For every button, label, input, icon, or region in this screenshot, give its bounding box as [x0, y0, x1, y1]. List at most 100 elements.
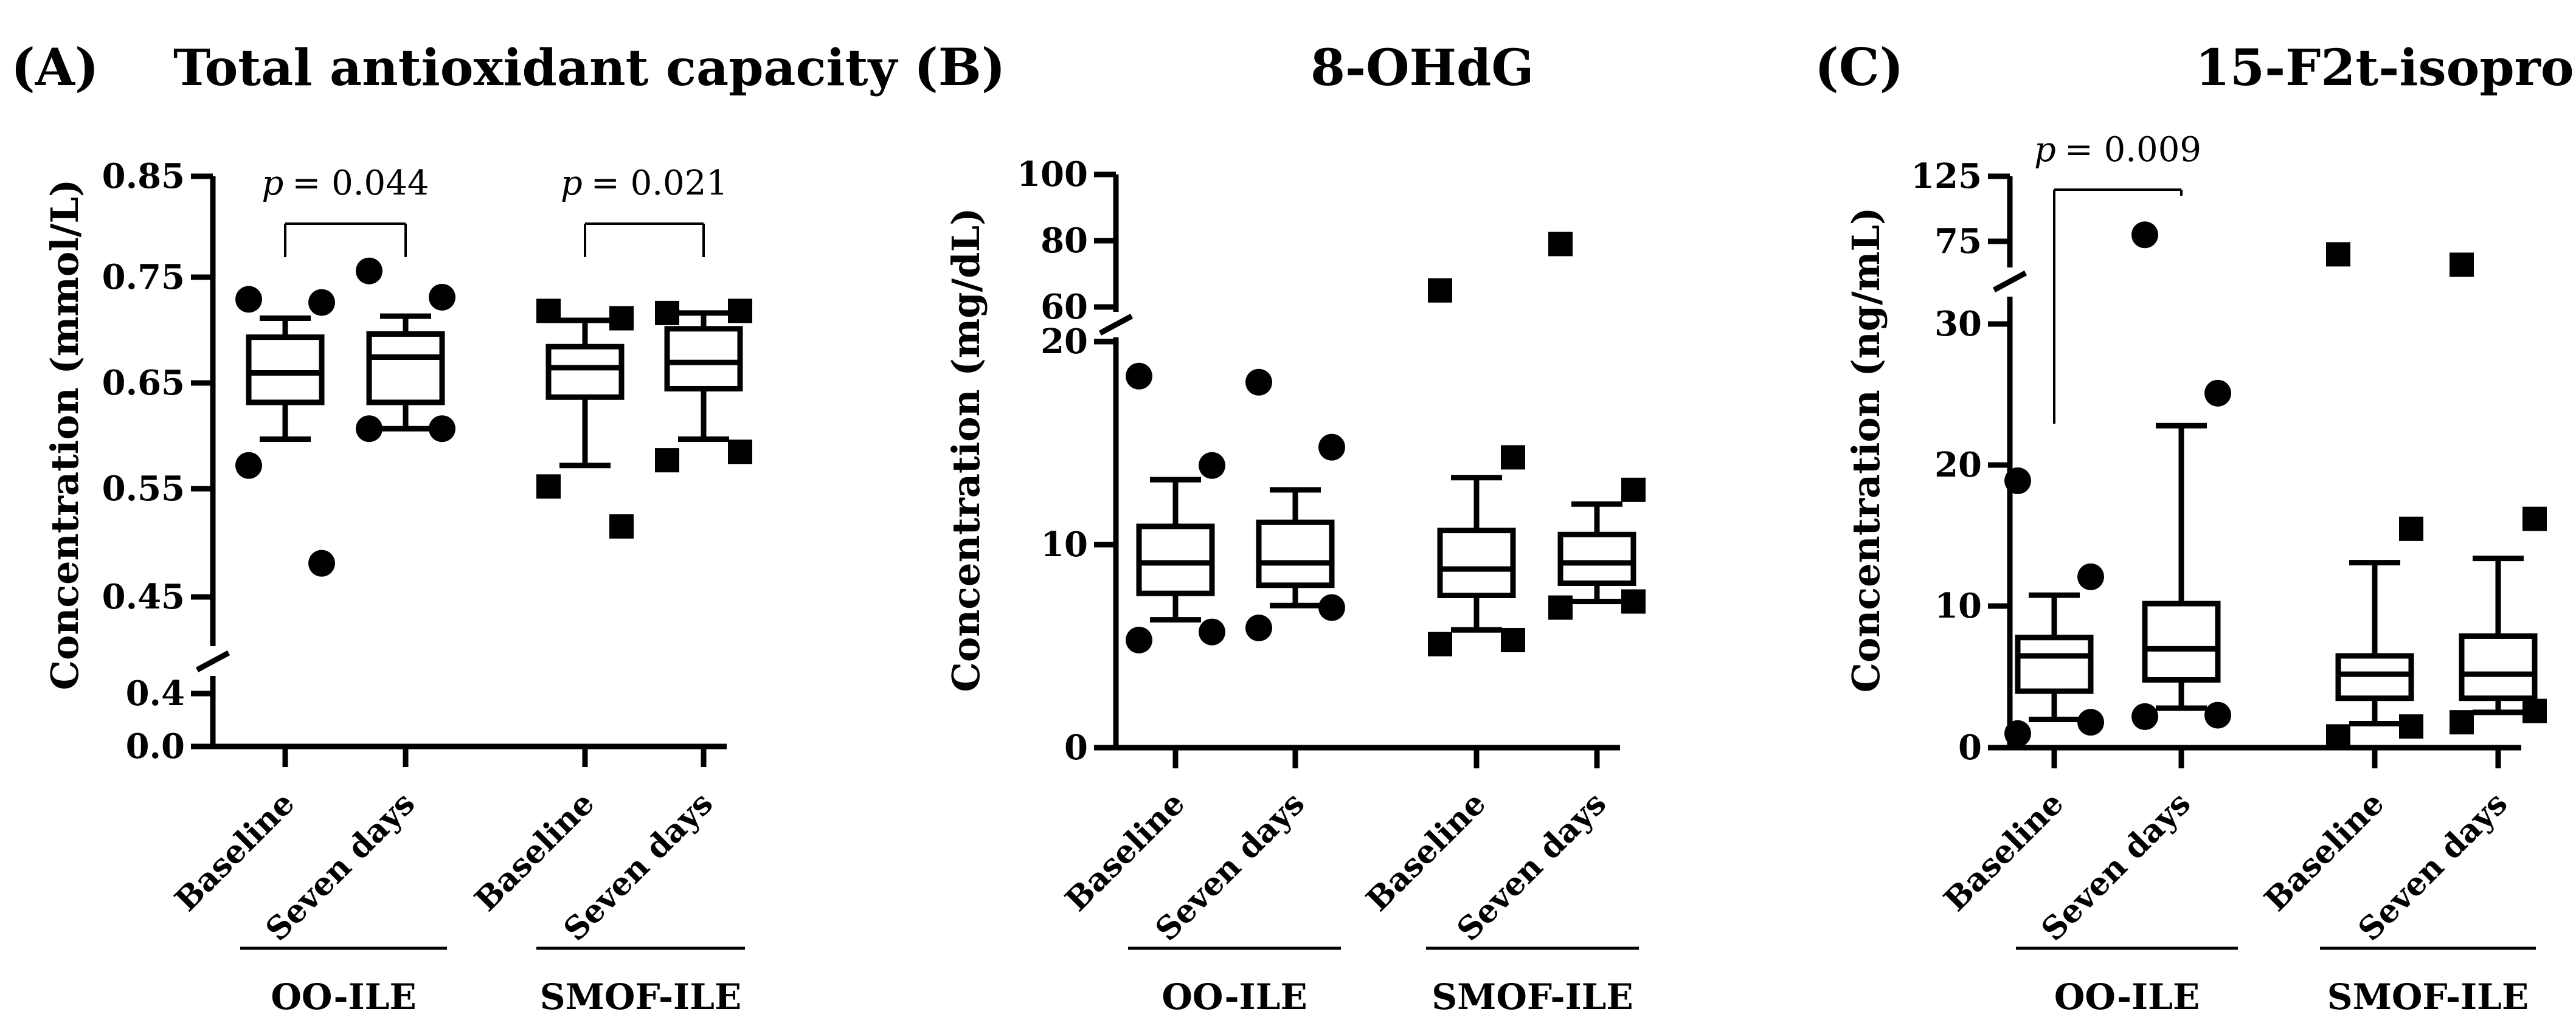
outlier-point [609, 306, 634, 331]
y-tick-label: 0.85 [102, 156, 185, 196]
outlier-point [2450, 710, 2474, 735]
panel-label: (C) [1815, 37, 1903, 97]
outlier-point [1428, 278, 1452, 303]
y-tick-label: 125 [1911, 156, 1982, 196]
outlier-point [1245, 368, 1272, 396]
group-label: SMOF-ILE [2327, 976, 2529, 1018]
outlier-point [2004, 467, 2031, 494]
x-category-label: Baseline [1937, 785, 2071, 918]
outlier-point [308, 550, 335, 577]
axis-break [1992, 271, 2027, 292]
outlier-point [2077, 709, 2104, 736]
chart-title: 8-OHdG [1311, 39, 1534, 97]
p-value: = 0.021 [591, 164, 728, 203]
panel-c: (C) 15-F2t-isoprostane Concentration (ng/m… [1815, 37, 2576, 1018]
outlier-point [2326, 724, 2350, 749]
outlier-point [728, 298, 752, 323]
chart-title: 15-F2t-isoprostane [2195, 39, 2576, 97]
box-iqr [1557, 531, 1636, 586]
box-3: Seven days [2351, 252, 2547, 948]
outlier-point [429, 415, 455, 443]
y-tick-label: 100 [1017, 154, 1088, 195]
box-2: Baseline [2257, 242, 2423, 918]
group-label: OO-ILE [1162, 976, 1307, 1018]
outlier-point [2399, 714, 2423, 739]
outlier-point [2004, 720, 2031, 747]
panel-a: (A) Total antioxidant capacity Concentrati… [11, 37, 899, 1018]
p-value-text: p = 0.021 [561, 164, 728, 203]
outlier-point [1621, 477, 1646, 502]
box-2: Baseline [468, 298, 634, 918]
outlier-point [1548, 232, 1573, 257]
outlier-point [1501, 627, 1525, 652]
outlier-point [655, 300, 679, 325]
box-iqr [366, 331, 445, 405]
axis-break [1098, 314, 1134, 336]
outlier-point [536, 298, 561, 323]
box-iqr [545, 343, 625, 400]
box-iqr [2459, 633, 2538, 701]
y-tick-label: 0.75 [102, 257, 185, 297]
x-category-label: Baseline [2257, 785, 2391, 918]
outlier-point [655, 448, 679, 473]
outlier-point [1428, 632, 1452, 656]
outlier-point [2077, 563, 2104, 590]
significance-bracket: p = 0.044 [262, 164, 429, 257]
chart-title: Total antioxidant capacity [173, 39, 899, 97]
significance-bracket: p = 0.021 [561, 164, 728, 257]
y-tick-label: 80 [1040, 221, 1088, 261]
outlier-point [356, 415, 383, 443]
y-tick-label: 0.0 [126, 726, 185, 767]
y-tick-label: 75 [1934, 221, 1982, 261]
outlier-point [1199, 618, 1225, 646]
outlier-point [235, 286, 262, 313]
outlier-point [308, 289, 335, 316]
y-tick-label: 20 [1040, 322, 1088, 362]
outlier-point [1245, 614, 1272, 641]
box-1: Seven days [2034, 221, 2231, 948]
outlier-point [1621, 589, 1646, 614]
y-tick-label: 60 [1040, 287, 1088, 327]
y-tick-label: 10 [1040, 525, 1088, 565]
y-tick-label: 0.4 [126, 674, 185, 714]
p-value-text: p = 0.009 [2034, 130, 2201, 170]
box-iqr [2142, 601, 2221, 683]
outlier-point [609, 514, 634, 539]
panel-label: (A) [11, 37, 99, 97]
y-tick-label: 0.65 [102, 363, 185, 403]
box-iqr [1136, 523, 1215, 596]
outlier-point [235, 452, 262, 479]
p-value: = 0.044 [292, 164, 429, 203]
outlier-point [2204, 701, 2231, 729]
y-axis-label: Concentration (ng/mL) [1844, 207, 1888, 693]
p-value: = 0.009 [2065, 130, 2201, 170]
outlier-point [2522, 506, 2547, 531]
outlier-point [536, 474, 561, 499]
box-iqr [246, 334, 325, 405]
box-2: Baseline [1359, 278, 1525, 918]
y-tick-label: 20 [1934, 445, 1982, 485]
p-symbol: p [2034, 130, 2056, 170]
y-axis-label: Concentration (mg/dL) [944, 208, 988, 692]
y-tick-label: 0.55 [102, 469, 185, 509]
box-0: Baseline [1937, 467, 2104, 918]
p-value-text: p = 0.044 [262, 164, 429, 203]
outlier-point [2131, 703, 2158, 730]
y-tick-label: 0 [1064, 728, 1088, 768]
outlier-point [356, 257, 383, 284]
y-tick-label: 0.45 [102, 577, 185, 617]
outlier-point [2131, 221, 2158, 249]
y-tick-label: 0 [1958, 728, 1982, 768]
p-symbol: p [561, 164, 583, 203]
box-iqr [664, 326, 743, 391]
outlier-point [2522, 698, 2547, 723]
y-tick-label: 30 [1934, 304, 1982, 344]
box-0: Baseline [1058, 362, 1225, 918]
outlier-point [1318, 594, 1345, 621]
box-1: Seven days [1148, 368, 1345, 948]
outlier-point [1126, 626, 1152, 653]
outlier-point [1548, 595, 1573, 620]
outlier-point [2450, 252, 2474, 277]
